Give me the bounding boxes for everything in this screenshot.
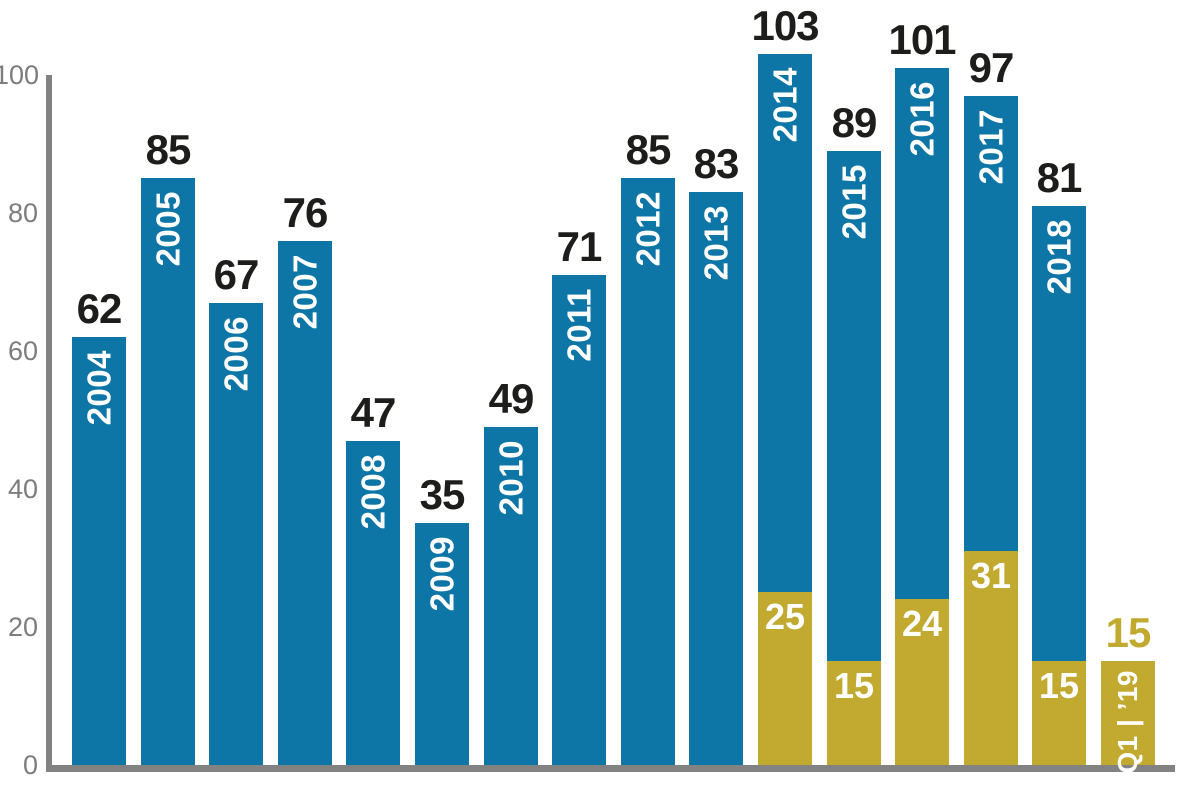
bar-year-label: 2017 (972, 109, 1010, 185)
bar-year-label: Q1 | ’19 (1112, 670, 1143, 774)
bar-segment-blue: 2016 (895, 68, 949, 599)
bar-total-label: 15 (1105, 609, 1152, 656)
bar-group: 97 2017 31 (964, 47, 1018, 765)
bar-group: 62 2004 (72, 288, 126, 765)
bar-group: 49 2010 (484, 378, 538, 765)
y-axis-tick-label: 20 (7, 612, 38, 642)
bar-total-label: 103 (751, 2, 819, 49)
bar-total-label: 76 (282, 189, 329, 236)
bar-total-label: 89 (831, 99, 878, 146)
bar-segment-blue: 2006 (209, 303, 263, 765)
bar-group: 47 2008 (346, 392, 400, 765)
gold-segment-value-label: 31 (970, 555, 1012, 596)
gold-segment-value-label: 25 (764, 596, 806, 637)
bar-segment-blue: 2009 (415, 523, 469, 765)
bar-year-label: 2007 (286, 254, 324, 330)
y-axis-tick-label: 0 (22, 750, 38, 780)
bar-year-label: 2018 (1040, 219, 1078, 295)
bar-total-label: 83 (693, 140, 740, 187)
bar-year-label: 2015 (835, 164, 873, 240)
bar-segment-gold: 15 (827, 661, 881, 765)
gold-segment-value-label: 15 (1038, 665, 1080, 706)
bar-segment-gold: 25 (758, 592, 812, 765)
bar-year-label: 2004 (80, 350, 118, 426)
bar-group: 71 2011 (552, 226, 606, 765)
bar-segment-blue: 2012 (621, 178, 675, 765)
bar-segment-blue: 2005 (141, 178, 195, 765)
bar-year-label: 2012 (629, 191, 667, 267)
bar-total-label: 101 (888, 16, 956, 63)
y-axis-tick-label: 80 (7, 198, 38, 228)
bar-year-label: 2014 (766, 67, 804, 143)
bar-year-label: 2009 (423, 536, 461, 612)
y-axis-tick-label: 60 (7, 336, 38, 366)
bar-segment-blue: 2015 (827, 151, 881, 661)
bar-segment-gold: 31 (964, 551, 1018, 765)
bar-group: 101 2016 24 (888, 19, 957, 765)
gold-segment-value-label: 24 (901, 603, 943, 644)
gold-segment-value-label: 15 (833, 665, 875, 706)
y-axis-line (46, 75, 52, 772)
bar-total-label: 81 (1036, 154, 1083, 201)
bar-year-label: 2006 (217, 316, 255, 392)
bar-segment-blue: 2013 (689, 192, 743, 765)
bar-total-label: 35 (419, 471, 466, 518)
bar-group: 89 2015 15 (827, 102, 881, 765)
bar-year-label: 2013 (697, 205, 735, 281)
bar-segment-blue: 2010 (484, 427, 538, 765)
bar-total-label: 85 (625, 126, 672, 173)
bar-group: 76 2007 (278, 192, 332, 765)
bar-group: 103 2014 25 (751, 5, 820, 765)
bar-year-label: 2016 (903, 81, 941, 157)
bar-total-label: 47 (350, 389, 397, 436)
bar-total-label: 71 (556, 223, 603, 270)
bar-group: 85 2005 (141, 129, 195, 765)
bar-segment-blue: 2017 (964, 96, 1018, 551)
bar-segment-blue: 2004 (72, 337, 126, 765)
bar-group: 67 2006 (209, 254, 263, 765)
bar-group: 85 2012 (621, 129, 675, 765)
bar-year-label: 2008 (354, 454, 392, 530)
bar-segment-gold: 15 (1032, 661, 1086, 765)
y-axis-tick-label: 100 (0, 60, 40, 90)
bar-total-label: 62 (76, 285, 123, 332)
bar-group: 81 2018 15 (1032, 157, 1086, 765)
bar-segment-blue: 2011 (552, 275, 606, 765)
bar-segment-gold: 24 (895, 599, 949, 765)
x-axis-line (46, 765, 1175, 772)
bar-segment-blue: 2007 (278, 241, 332, 765)
bar-group: 35 2009 (415, 474, 469, 765)
bar-segment-gold: Q1 | ’19 (1101, 661, 1155, 774)
bar-segment-blue: 2008 (346, 441, 400, 765)
bar-total-label: 49 (488, 375, 535, 422)
bar-group: 15 Q1 | ’19 (1101, 612, 1155, 774)
bar-total-label: 67 (213, 251, 260, 298)
bar-year-label: 2011 (560, 288, 598, 362)
bar-group: 83 2013 (689, 143, 743, 765)
bar-total-label: 85 (145, 126, 192, 173)
bar-segment-blue: 2018 (1032, 206, 1086, 661)
bar-year-label: 2005 (149, 191, 187, 267)
bar-segment-blue: 2014 (758, 54, 812, 592)
bar-year-label: 2010 (492, 440, 530, 516)
y-axis-tick-label: 40 (7, 474, 38, 504)
bar-total-label: 97 (968, 44, 1015, 91)
